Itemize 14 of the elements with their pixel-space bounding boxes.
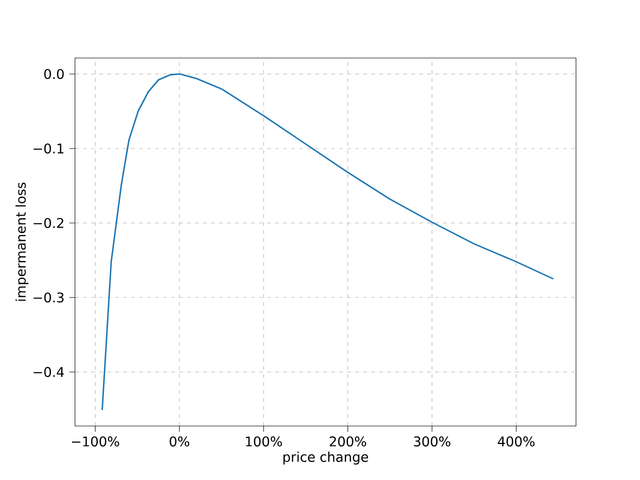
- y-tick-label: −0.4: [34, 366, 64, 378]
- y-tick-label: −0.2: [34, 218, 64, 228]
- y-axis-title: impermanent loss: [15, 182, 28, 301]
- x-tick-label: 400%: [498, 436, 535, 446]
- y-tick-label: 0.0: [44, 68, 64, 80]
- x-tick-label: 0%: [170, 436, 190, 446]
- x-tick-label: −100%: [72, 436, 120, 446]
- y-tick-label: −0.1: [34, 143, 64, 154]
- x-tick-label: 300%: [414, 436, 450, 446]
- x-tick-label: 100%: [246, 436, 282, 446]
- x-axis-title: price change: [283, 452, 368, 465]
- line-series: [101, 73, 554, 411]
- y-tick-label: −0.3: [34, 292, 64, 303]
- x-tick-label: 200%: [330, 436, 366, 446]
